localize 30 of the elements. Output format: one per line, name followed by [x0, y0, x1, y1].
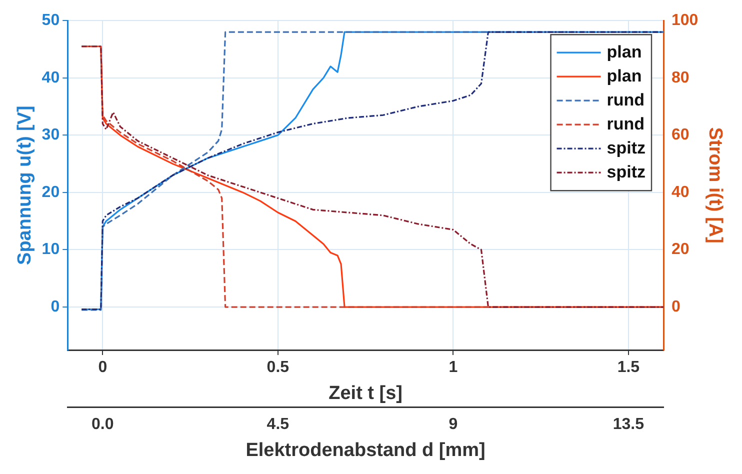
legend-label: plan	[606, 42, 642, 62]
legend-label: rund	[606, 90, 645, 110]
x2-tick-label: 13.5	[612, 416, 644, 434]
x2-axis-title: Elektrodenabstand d [mm]	[246, 440, 486, 461]
y2-tick-label: 0	[672, 298, 681, 316]
legend-label: rund	[606, 114, 645, 134]
y2-tick-label: 100	[672, 12, 698, 30]
x-tick-label: 1.5	[617, 359, 640, 376]
y2-axis-title: Strom i(t) [A]	[704, 127, 726, 244]
x2-tick-label: 4.5	[266, 416, 290, 434]
legend-label: spitz	[606, 138, 646, 158]
x2-tick-label: 0.0	[92, 416, 114, 434]
y2-tick-label: 40	[672, 184, 690, 201]
y-tick-label: 20	[42, 184, 60, 201]
y2-tick-label: 80	[672, 69, 690, 86]
x-tick-label: 0.5	[266, 359, 290, 376]
x-axis-title: Zeit t [s]	[328, 382, 402, 404]
legend-label: plan	[606, 66, 642, 86]
y2-tick-label: 60	[672, 126, 690, 144]
y-tick-label: 10	[42, 241, 60, 258]
x-tick-label: 1	[448, 359, 458, 376]
y-axis-title: Spannung u(t) [V]	[14, 106, 36, 265]
legend-label: spitz	[606, 162, 646, 182]
x-tick-label: 0	[98, 359, 108, 376]
y-tick-label: 40	[42, 69, 60, 86]
y-tick-label: 50	[42, 12, 60, 30]
y-tick-label: 0	[50, 298, 60, 316]
y-tick-label: 30	[42, 126, 60, 144]
x2-tick-label: 9	[448, 416, 458, 434]
y2-tick-label: 20	[672, 241, 690, 258]
